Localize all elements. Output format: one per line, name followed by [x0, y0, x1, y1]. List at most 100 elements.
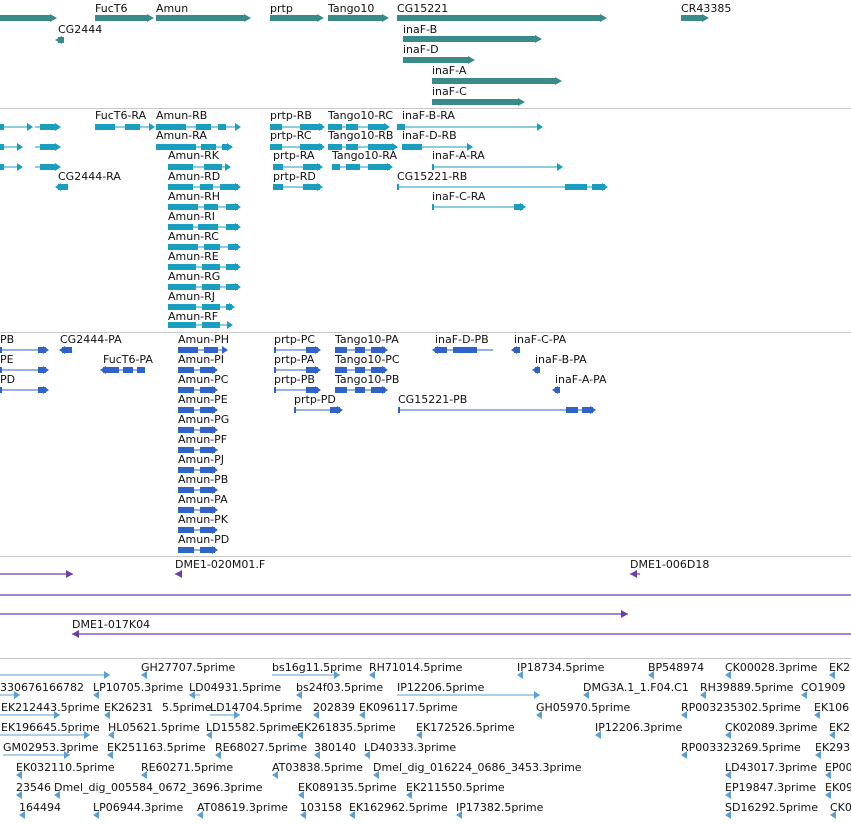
feature-glyph[interactable] — [399, 33, 544, 45]
feature-glyph[interactable] — [266, 141, 326, 153]
feature-glyph[interactable] — [821, 789, 836, 801]
feature-label[interactable]: EK096117.5prime — [359, 701, 458, 714]
feature-label[interactable]: Tango10-PA — [335, 333, 399, 346]
feature-label[interactable]: IP12206.3prime — [595, 721, 683, 734]
feature-glyph[interactable] — [428, 201, 527, 213]
feature-label[interactable]: Tango10-PC — [335, 353, 400, 366]
feature-glyph[interactable] — [644, 669, 659, 681]
feature-glyph[interactable] — [0, 709, 64, 721]
feature-label[interactable]: CG2444 — [58, 23, 103, 36]
feature-glyph[interactable] — [355, 709, 370, 721]
feature-label[interactable]: EK09 — [825, 781, 851, 794]
feature-label[interactable]: inaF-C-PA — [514, 333, 567, 346]
feature-glyph[interactable] — [394, 404, 597, 416]
feature-glyph[interactable] — [174, 544, 219, 556]
feature-glyph[interactable] — [0, 12, 59, 24]
feature-label[interactable]: Amun-RF — [168, 310, 219, 323]
feature-label[interactable]: DMG3A.1_1.F04.C1 — [583, 681, 689, 694]
feature-label[interactable]: inaF-B-PA — [535, 353, 587, 366]
feature-glyph[interactable] — [324, 141, 399, 153]
feature-label[interactable]: 103158 — [300, 801, 342, 814]
feature-label[interactable]: LD14704.5prime — [210, 701, 303, 714]
feature-glyph[interactable] — [431, 344, 497, 356]
feature-label[interactable]: Tango10-RA — [332, 149, 398, 162]
feature-label[interactable]: 380140 — [314, 741, 356, 754]
feature-label[interactable]: CG2444-RA — [58, 170, 121, 183]
feature-label[interactable]: RP003323269.5prime — [681, 741, 801, 754]
feature-label[interactable]: FucT6-PA — [103, 353, 153, 366]
feature-label[interactable]: RE60271.5prime — [141, 761, 234, 774]
feature-glyph[interactable] — [324, 12, 391, 24]
feature-label[interactable]: RP003235302.5prime — [681, 701, 801, 714]
feature-label[interactable]: AT08619.3prime — [197, 801, 288, 814]
feature-label[interactable]: Tango10-RB — [328, 129, 394, 142]
feature-label[interactable]: Amun-PI — [178, 353, 225, 366]
feature-glyph[interactable] — [164, 319, 234, 331]
feature-glyph[interactable] — [174, 364, 219, 376]
feature-glyph[interactable] — [0, 121, 34, 133]
feature-glyph[interactable] — [294, 789, 310, 801]
feature-glyph[interactable] — [369, 769, 384, 781]
feature-label[interactable]: Amun-PF — [178, 433, 228, 446]
feature-glyph[interactable] — [193, 809, 209, 821]
feature-label[interactable]: EK032110.5prime — [16, 761, 115, 774]
feature-glyph[interactable] — [677, 749, 692, 761]
feature-label[interactable]: prtp-RA — [273, 149, 315, 162]
feature-label[interactable]: Dmel_dig_005584_0672_3696.3prime — [54, 781, 263, 794]
feature-glyph[interactable] — [402, 789, 417, 801]
feature-label[interactable]: EK172526.5prime — [416, 721, 515, 734]
feature-label[interactable]: Amun-RB — [156, 109, 208, 122]
feature-label[interactable]: Amun-RJ — [168, 290, 216, 303]
feature-label[interactable]: CK00028.3prime — [725, 661, 818, 674]
feature-glyph[interactable] — [164, 201, 242, 213]
feature-label[interactable]: Amun-RA — [156, 129, 207, 142]
feature-label[interactable]: Amun-PC — [178, 373, 229, 386]
feature-glyph[interactable] — [821, 769, 836, 781]
feature-glyph[interactable] — [399, 54, 477, 66]
feature-label[interactable]: EK26231 — [104, 701, 154, 714]
feature-glyph[interactable] — [174, 344, 229, 356]
feature-glyph[interactable] — [292, 689, 308, 701]
feature-glyph[interactable] — [54, 34, 72, 46]
feature-glyph[interactable] — [398, 141, 474, 153]
feature-glyph[interactable] — [12, 789, 28, 801]
feature-label[interactable]: Amun-RK — [168, 149, 220, 162]
feature-label[interactable]: Amun-RI — [168, 210, 216, 223]
feature-glyph[interactable] — [152, 12, 253, 24]
feature-glyph[interactable] — [331, 344, 389, 356]
feature-label[interactable]: PD — [0, 373, 16, 386]
feature-glyph[interactable] — [174, 464, 219, 476]
feature-glyph[interactable] — [164, 261, 242, 273]
feature-glyph[interactable] — [825, 729, 840, 741]
feature-glyph[interactable] — [579, 689, 594, 701]
feature-label[interactable]: EP00 — [825, 761, 851, 774]
feature-label[interactable]: EK211550.5prime — [406, 781, 505, 794]
feature-glyph[interactable] — [293, 729, 309, 741]
feature-glyph[interactable] — [721, 789, 736, 801]
feature-label[interactable]: Amun-RD — [168, 170, 221, 183]
feature-glyph[interactable] — [721, 669, 736, 681]
feature-label[interactable]: EK212443.5prime — [1, 701, 100, 714]
feature-label[interactable]: CR43385 — [681, 2, 732, 15]
feature-label[interactable]: BP548974 — [648, 661, 705, 674]
feature-glyph[interactable] — [104, 729, 119, 741]
feature-glyph[interactable] — [696, 689, 711, 701]
feature-label[interactable]: prtp-RD — [273, 170, 316, 183]
feature-label[interactable]: 23546 — [16, 781, 51, 794]
feature-label[interactable]: inaF-B-RA — [402, 109, 455, 122]
feature-glyph[interactable] — [266, 12, 326, 24]
feature-label[interactable]: prtp-RC — [270, 129, 312, 142]
feature-glyph[interactable] — [211, 749, 226, 761]
feature-label[interactable]: EK106 — [814, 701, 850, 714]
feature-glyph[interactable] — [345, 809, 361, 821]
feature-label[interactable]: PE — [0, 353, 14, 366]
feature-glyph[interactable] — [174, 524, 219, 536]
feature-glyph[interactable] — [206, 709, 244, 721]
feature-label[interactable]: Amun — [156, 2, 189, 15]
feature-glyph[interactable] — [268, 769, 284, 781]
feature-label[interactable]: EK251163.5prime — [107, 741, 206, 754]
feature-label[interactable]: CK0 — [830, 801, 851, 814]
feature-label[interactable]: Tango10-PB — [335, 373, 400, 386]
feature-glyph[interactable] — [12, 769, 28, 781]
feature-glyph[interactable] — [331, 364, 389, 376]
